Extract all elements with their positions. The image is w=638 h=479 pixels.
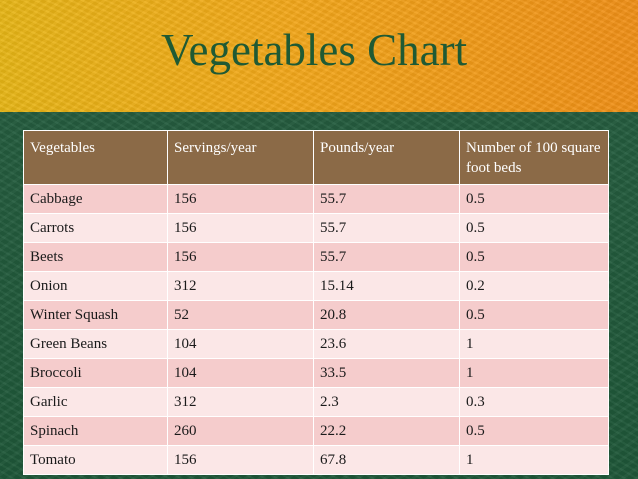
cell-pounds: 67.8 <box>313 445 460 475</box>
table-row: Tomato 156 67.8 1 <box>23 445 609 475</box>
cell-pounds: 23.6 <box>313 329 460 359</box>
cell-vegetable: Carrots <box>23 213 168 243</box>
cell-pounds: 55.7 <box>313 242 460 272</box>
vegetables-table: Vegetables Servings/year Pounds/year Num… <box>23 130 609 475</box>
cell-beds: 1 <box>459 445 609 475</box>
column-header-servings-per-year: Servings/year <box>167 130 314 185</box>
cell-pounds: 22.2 <box>313 416 460 446</box>
cell-beds: 0.5 <box>459 416 609 446</box>
cell-pounds: 33.5 <box>313 358 460 388</box>
cell-servings: 104 <box>167 329 314 359</box>
header-band: Vegetables Chart <box>0 0 638 112</box>
cell-vegetable: Broccoli <box>23 358 168 388</box>
cell-pounds: 55.7 <box>313 184 460 214</box>
cell-pounds: 20.8 <box>313 300 460 330</box>
cell-vegetable: Tomato <box>23 445 168 475</box>
cell-servings: 156 <box>167 184 314 214</box>
cell-beds: 0.5 <box>459 242 609 272</box>
column-header-number-of-beds: Number of 100 square foot beds <box>459 130 609 185</box>
cell-beds: 1 <box>459 358 609 388</box>
table-row: Garlic 312 2.3 0.3 <box>23 387 609 417</box>
cell-vegetable: Winter Squash <box>23 300 168 330</box>
table-row: Onion 312 15.14 0.2 <box>23 271 609 301</box>
table-row: Green Beans 104 23.6 1 <box>23 329 609 359</box>
cell-vegetable: Onion <box>23 271 168 301</box>
cell-beds: 0.5 <box>459 213 609 243</box>
cell-servings: 156 <box>167 445 314 475</box>
cell-beds: 1 <box>459 329 609 359</box>
cell-beds: 0.5 <box>459 300 609 330</box>
table-row: Broccoli 104 33.5 1 <box>23 358 609 388</box>
cell-vegetable: Cabbage <box>23 184 168 214</box>
cell-servings: 312 <box>167 387 314 417</box>
table-row: Spinach 260 22.2 0.5 <box>23 416 609 446</box>
cell-servings: 104 <box>167 358 314 388</box>
cell-beds: 0.2 <box>459 271 609 301</box>
cell-pounds: 2.3 <box>313 387 460 417</box>
cell-servings: 156 <box>167 213 314 243</box>
table-row: Carrots 156 55.7 0.5 <box>23 213 609 243</box>
column-header-pounds-per-year: Pounds/year <box>313 130 460 185</box>
table-header-row: Vegetables Servings/year Pounds/year Num… <box>23 130 609 185</box>
cell-pounds: 15.14 <box>313 271 460 301</box>
table-row: Winter Squash 52 20.8 0.5 <box>23 300 609 330</box>
vegetables-table-container: Vegetables Servings/year Pounds/year Num… <box>23 130 609 475</box>
table-row: Beets 156 55.7 0.5 <box>23 242 609 272</box>
column-header-vegetables: Vegetables <box>23 130 168 185</box>
cell-vegetable: Beets <box>23 242 168 272</box>
cell-servings: 52 <box>167 300 314 330</box>
cell-beds: 0.5 <box>459 184 609 214</box>
cell-servings: 260 <box>167 416 314 446</box>
cell-vegetable: Spinach <box>23 416 168 446</box>
cell-vegetable: Green Beans <box>23 329 168 359</box>
cell-servings: 312 <box>167 271 314 301</box>
cell-pounds: 55.7 <box>313 213 460 243</box>
cell-vegetable: Garlic <box>23 387 168 417</box>
slide-title: Vegetables Chart <box>161 25 468 75</box>
cell-servings: 156 <box>167 242 314 272</box>
cell-beds: 0.3 <box>459 387 609 417</box>
table-row: Cabbage 156 55.7 0.5 <box>23 184 609 214</box>
